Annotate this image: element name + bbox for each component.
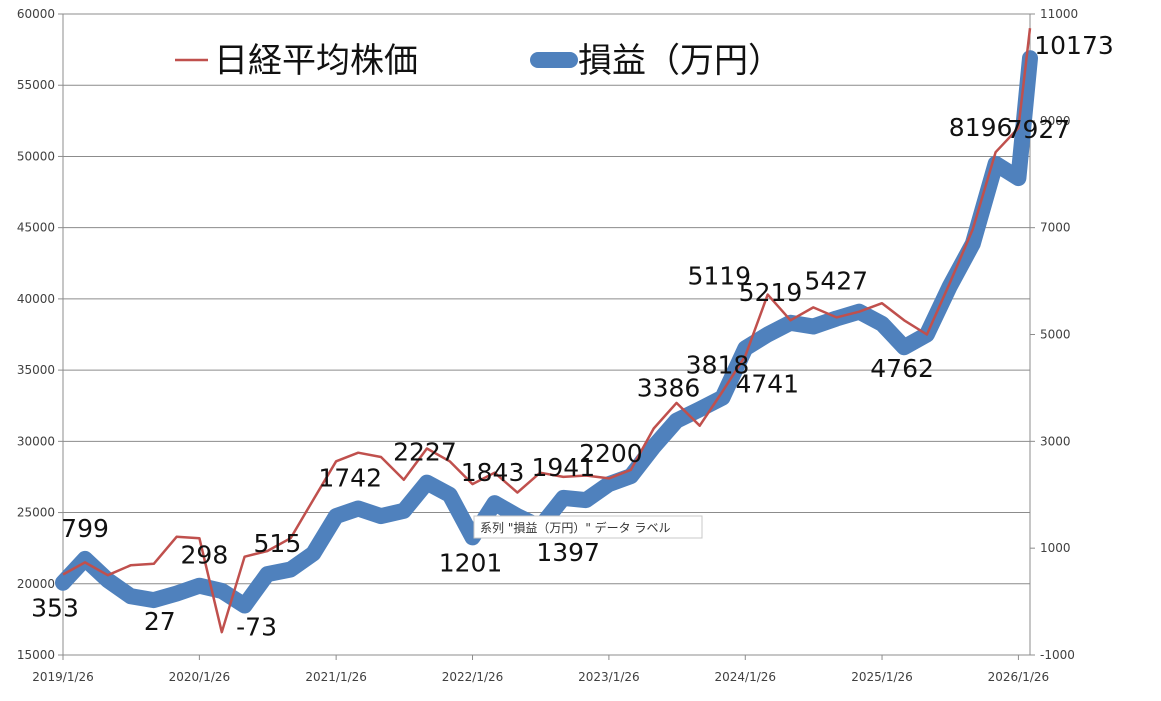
data-label: 10173 [1034,31,1114,60]
data-label: 5219 [739,278,803,307]
x-tick-label: 2023/1/26 [578,670,640,684]
tooltip-text: 系列 "損益（万円）" データ ラベル [480,520,670,535]
y-left-tick-label: 30000 [17,434,55,448]
data-label: 1843 [461,458,525,487]
y-right-tick-label: 1000 [1040,541,1071,555]
y-right-tick-label: 9000 [1040,114,1071,128]
y-left-tick-label: 25000 [17,506,55,520]
data-label: 8196 [949,113,1013,142]
data-label: 799 [61,514,109,543]
data-label: 1397 [536,538,600,567]
y-left-tick-label: 35000 [17,363,55,377]
y-left-tick-label: 50000 [17,149,55,163]
y-right-tick-label: -1000 [1040,648,1075,662]
data-label: 5427 [804,267,868,296]
data-label: 4741 [735,369,799,398]
x-tick-label: 2020/1/26 [169,670,231,684]
y-right-tick-label: 3000 [1040,434,1071,448]
data-label: 298 [181,541,229,570]
data-label-layer: 353 799 27 298 -73 515 1742 2227 1201 1843 1397 194… [31,31,1114,641]
y-right-tick-label: 7000 [1040,221,1071,235]
y-left-tick-label: 20000 [17,577,55,591]
series-line-profit [55,50,1038,614]
tooltip-box [473,515,703,539]
y-left-tick-label: 15000 [17,648,55,662]
legend-label-profit: 損益（万円） [578,41,782,81]
y-left-tick-label: 55000 [17,78,55,92]
data-label: 1201 [439,548,503,577]
x-tick-label: 2021/1/26 [305,670,367,684]
data-label: 1941 [532,453,596,482]
data-label: 5119 [687,261,751,290]
y-left-tick-label: 45000 [17,221,55,235]
series-layer [55,28,1038,634]
data-label: 1742 [318,464,382,493]
x-tick-label: 2019/1/26 [32,670,94,684]
tooltip: 系列 "損益（万円）" データ ラベル [473,515,703,539]
axis-layer: 15000 20000 25000 30000 35000 40000 45000 50000… [17,7,1078,684]
y-right-tick-label: 5000 [1040,328,1071,342]
data-label: 4762 [870,354,934,383]
data-label: 2227 [393,438,457,467]
y-left-tick-label: 40000 [17,292,55,306]
data-label: 3386 [637,374,701,403]
data-label: 3818 [686,351,750,380]
legend-label-nikkei: 日経平均株価 [214,41,418,81]
data-label: 7927 [1007,115,1071,144]
legend: 日経平均株価 損益（万円） [175,41,782,81]
x-tick-label: 2025/1/26 [851,670,913,684]
x-tick-label: 2026/1/26 [988,670,1050,684]
data-label: 27 [144,607,176,636]
y-left-tick-label: 60000 [17,7,55,21]
y-right-tick-label: 11000 [1040,7,1078,21]
data-label: -73 [236,612,277,641]
data-label: 515 [254,529,302,558]
x-tick-label: 2022/1/26 [442,670,504,684]
x-tick-label: 2024/1/26 [715,670,777,684]
data-label: 353 [31,594,79,623]
series-line-nikkei [62,28,1032,634]
data-label: 2200 [579,439,643,468]
